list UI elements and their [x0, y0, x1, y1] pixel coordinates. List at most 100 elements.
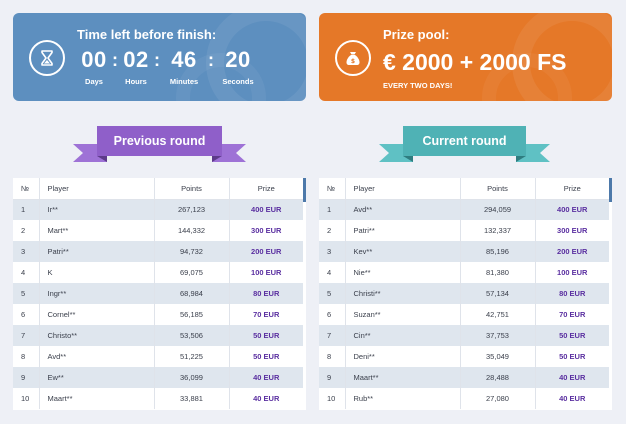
prize-cell: 100 EUR — [535, 262, 609, 283]
points-cell: 37,753 — [460, 325, 536, 346]
player-cell: Avd** — [39, 346, 155, 367]
money-bag-icon: $ — [335, 40, 371, 76]
hours-value: 02 — [123, 47, 149, 72]
prize-cell: 80 EUR — [229, 283, 303, 304]
player-cell: Cornel** — [39, 304, 155, 325]
prize-cell: 400 EUR — [535, 199, 609, 220]
prize-cell: 50 EUR — [535, 325, 609, 346]
scrollbar[interactable] — [303, 178, 306, 202]
leaderboard-table: № Player Points Prize 1 Ir** 267,123 400 EUR 2 Ma… — [13, 178, 303, 409]
previous-round-title: Previous round — [97, 126, 222, 156]
table-row: 1 Ir** 267,123 400 EUR — [13, 199, 303, 220]
table-row: 5 Ingr** 68,984 80 EUR — [13, 283, 303, 304]
player-cell: Ingr** — [39, 283, 155, 304]
player-cell: Maart** — [345, 367, 461, 388]
points-cell: 69,075 — [154, 262, 230, 283]
table-row: 3 Kev** 85,196 200 EUR — [319, 241, 609, 262]
points-cell: 53,506 — [154, 325, 230, 346]
table-row: 8 Deni** 35,049 50 EUR — [319, 346, 609, 367]
table-row: 3 Patri** 94,732 200 EUR — [13, 241, 303, 262]
table-row: 2 Mart** 144,332 300 EUR — [13, 220, 303, 241]
prize-cell: 70 EUR — [229, 304, 303, 325]
player-cell: Christi** — [345, 283, 461, 304]
seconds-label: Seconds — [222, 77, 254, 86]
seconds-value: 20 — [225, 47, 251, 72]
previous-round-ribbon: Previous round — [73, 124, 246, 164]
points-cell: 51,225 — [154, 346, 230, 367]
prize-cell: 300 EUR — [229, 220, 303, 241]
svg-text:$: $ — [351, 58, 355, 65]
table-row: 4 Nie** 81,380 100 EUR — [319, 262, 609, 283]
rank-cell: 8 — [13, 346, 40, 367]
rank-cell: 6 — [13, 304, 40, 325]
ribbon-fold — [97, 156, 107, 162]
minutes-label: Minutes — [169, 77, 199, 86]
rank-cell: 6 — [319, 304, 346, 325]
timer-title: Time left before finish: — [77, 27, 217, 42]
rank-cell: 10 — [319, 388, 346, 409]
countdown-seconds: 20 Seconds — [215, 47, 261, 86]
table-row: 7 Christo** 53,506 50 EUR — [13, 325, 303, 346]
prize-cell: 50 EUR — [535, 346, 609, 367]
player-cell: Deni** — [345, 346, 461, 367]
rank-cell: 5 — [13, 283, 40, 304]
points-cell: 36,099 — [154, 367, 230, 388]
player-cell: Maart** — [39, 388, 155, 409]
player-cell: K — [39, 262, 155, 283]
rank-cell: 4 — [13, 262, 40, 283]
rank-cell: 1 — [319, 199, 346, 220]
rank-cell: 5 — [319, 283, 346, 304]
current-round-table: № Player Points Prize 1 Avd** 294,059 400 EUR 2 P… — [319, 178, 612, 410]
points-cell: 85,196 — [460, 241, 536, 262]
previous-round-table: № Player Points Prize 1 Ir** 267,123 400 EUR 2 Ma… — [13, 178, 306, 410]
player-cell: Patri** — [345, 220, 461, 241]
player-cell: Ir** — [39, 199, 155, 220]
rank-cell: 9 — [13, 367, 40, 388]
current-round-title: Current round — [403, 126, 526, 156]
prize-cell: 40 EUR — [229, 388, 303, 409]
points-cell: 33,881 — [154, 388, 230, 409]
minutes-value: 46 — [171, 47, 197, 72]
points-cell: 144,332 — [154, 220, 230, 241]
column-header-prize: Prize — [535, 178, 609, 200]
points-cell: 27,080 — [460, 388, 536, 409]
prize-cell: 50 EUR — [229, 346, 303, 367]
prize-cell: 200 EUR — [535, 241, 609, 262]
player-cell: Avd** — [345, 199, 461, 220]
column-header-rank: № — [13, 178, 40, 200]
rank-cell: 3 — [13, 241, 40, 262]
leaderboard-table: № Player Points Prize 1 Avd** 294,059 400 EUR 2 P… — [319, 178, 609, 409]
days-label: Days — [85, 77, 103, 86]
column-header-rank: № — [319, 178, 346, 200]
points-cell: 81,380 — [460, 262, 536, 283]
points-cell: 35,049 — [460, 346, 536, 367]
hourglass-icon — [29, 40, 65, 76]
column-header-player: Player — [39, 178, 155, 200]
player-cell: Ew** — [39, 367, 155, 388]
table-header-row: № Player Points Prize — [319, 178, 609, 200]
player-cell: Mart** — [39, 220, 155, 241]
table-row: 9 Ew** 36,099 40 EUR — [13, 367, 303, 388]
ribbon-fold — [212, 156, 222, 162]
prize-cell: 300 EUR — [535, 220, 609, 241]
rank-cell: 7 — [13, 325, 40, 346]
points-cell: 294,059 — [460, 199, 536, 220]
points-cell: 94,732 — [154, 241, 230, 262]
rank-cell: 9 — [319, 367, 346, 388]
points-cell: 132,337 — [460, 220, 536, 241]
table-row: 1 Avd** 294,059 400 EUR — [319, 199, 609, 220]
table-row: 9 Maart** 28,488 40 EUR — [319, 367, 609, 388]
player-cell: Rub** — [345, 388, 461, 409]
scrollbar[interactable] — [609, 178, 612, 202]
column-header-points: Points — [154, 178, 230, 200]
countdown-hours: 02 Hours — [119, 47, 153, 86]
countdown-separator: : — [208, 50, 214, 70]
prize-pool-subtitle: EVERY TWO DAYS! — [383, 81, 453, 90]
prize-pool-amount: € 2000 + 2000 FS — [383, 49, 567, 75]
table-row: 2 Patri** 132,337 300 EUR — [319, 220, 609, 241]
player-cell: Cin** — [345, 325, 461, 346]
points-cell: 28,488 — [460, 367, 536, 388]
points-cell: 42,751 — [460, 304, 536, 325]
player-cell: Patri** — [39, 241, 155, 262]
prize-cell: 40 EUR — [229, 367, 303, 388]
